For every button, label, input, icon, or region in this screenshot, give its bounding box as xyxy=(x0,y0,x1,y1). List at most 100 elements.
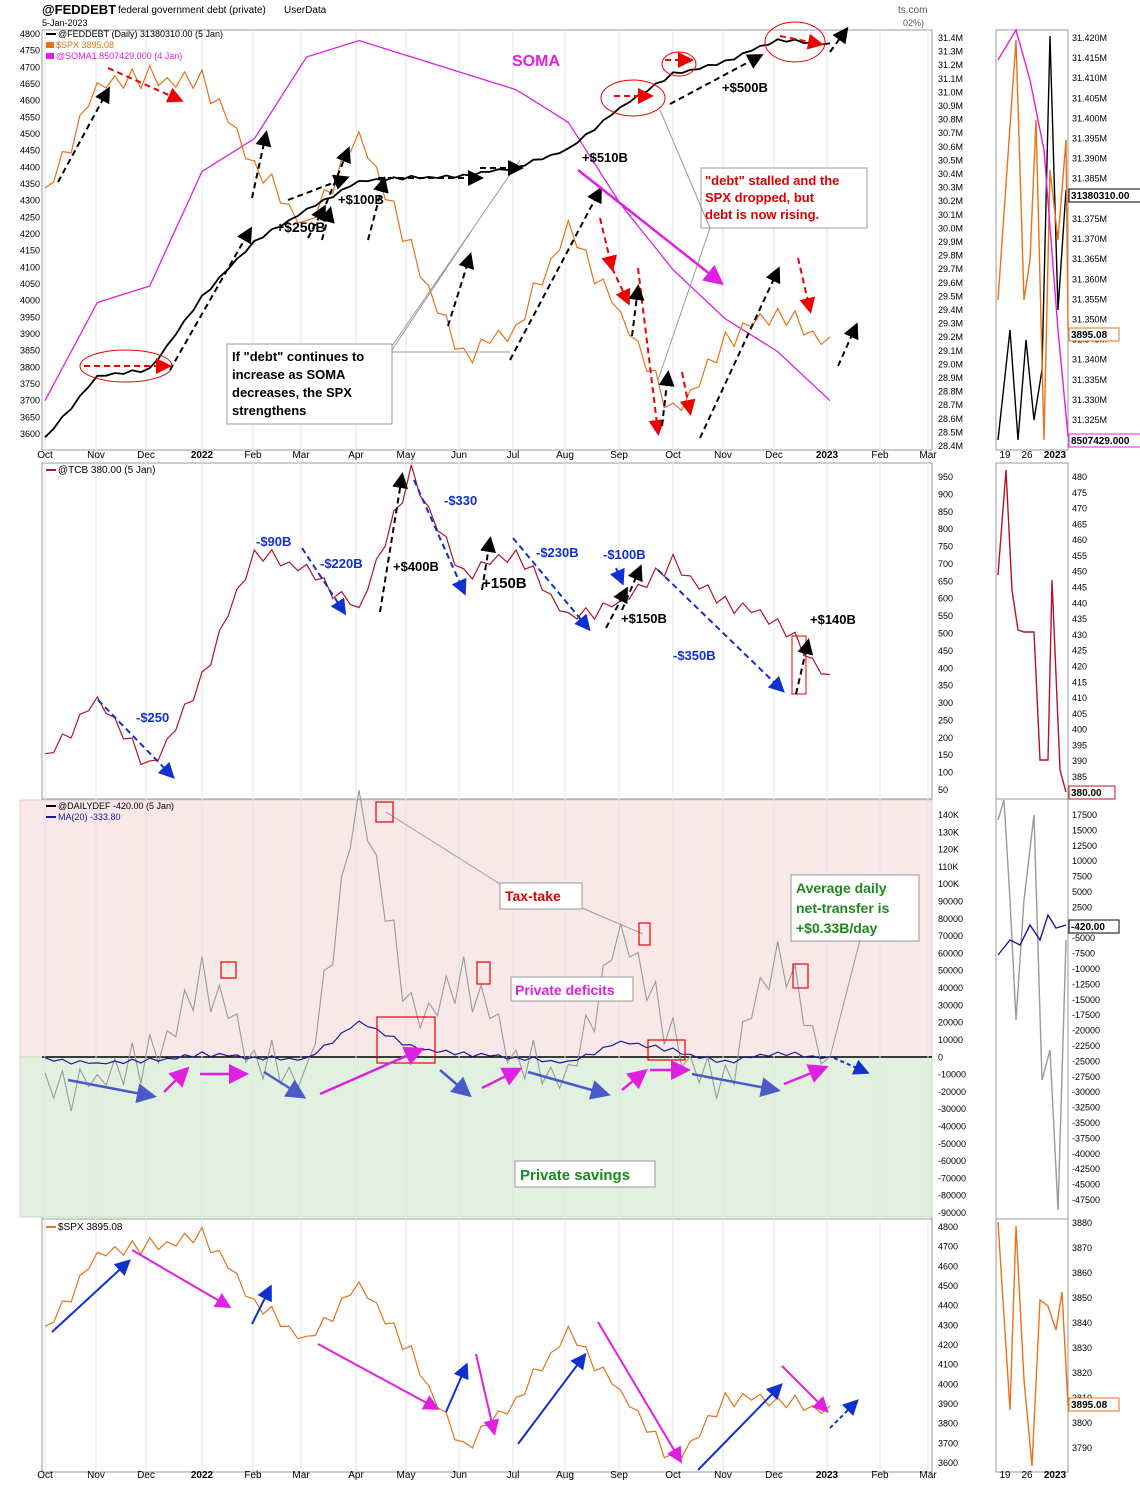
p2-side-tick: 435 xyxy=(1072,614,1087,624)
p3-side-tick: -22500 xyxy=(1072,1041,1100,1051)
p1-side-tick: 31.390M xyxy=(1072,154,1107,164)
p4-right-tick: 3900 xyxy=(938,1399,958,1409)
p3-side-tick: -40000 xyxy=(1072,1149,1100,1159)
p4-side-tick: 3840 xyxy=(1072,1318,1092,1328)
arrow-down xyxy=(597,1321,683,1464)
p1-right-tick: 31.4M xyxy=(938,33,963,43)
p1-side-tick: 31.405M xyxy=(1072,93,1107,103)
p1-left-tick: 3950 xyxy=(20,312,40,322)
p3-side-tick: -25000 xyxy=(1072,1056,1100,1066)
label-private-deficits: Private deficits xyxy=(515,982,615,998)
deficit-zone xyxy=(19,799,933,1058)
arrow-up xyxy=(319,1046,425,1096)
p3-right-tick: 110K xyxy=(938,862,958,872)
p3-right-tick: 130K xyxy=(938,827,959,837)
p4-side-tick: 3800 xyxy=(1072,1418,1092,1428)
p3-right-tick: 60000 xyxy=(938,948,963,958)
p3-right-tick: -50000 xyxy=(938,1139,966,1149)
p3-side-tick: -15000 xyxy=(1072,995,1100,1005)
p2-side-tick: 465 xyxy=(1072,519,1087,529)
p1-left-tick: 3650 xyxy=(20,412,40,422)
label-p150b: +$150B xyxy=(621,611,667,626)
arrow-up xyxy=(829,1399,859,1429)
p3-right-tick: -40000 xyxy=(938,1121,966,1131)
arrow-down xyxy=(781,1365,829,1413)
x-tick-label: Aug xyxy=(556,1470,574,1481)
x-tick-label: Aug xyxy=(556,450,574,461)
p1-side-tick: 31.365M xyxy=(1072,254,1107,264)
arrow-up xyxy=(307,204,326,239)
p3-right-tick: -80000 xyxy=(938,1191,966,1201)
x-tick-label: Dec xyxy=(765,1470,783,1481)
p4-right-tick: 3700 xyxy=(938,1438,958,1448)
side-x-tick-label: 26 xyxy=(1021,450,1033,461)
p4-side-tick: 3860 xyxy=(1072,1268,1092,1278)
p4-right-tick: 3800 xyxy=(938,1419,958,1429)
p1-right-tick: 31.0M xyxy=(938,87,963,97)
x-tick-label: May xyxy=(397,450,416,461)
x-tick-label: May xyxy=(397,1470,416,1481)
arrow-up xyxy=(57,86,110,183)
label-100b: +$100B xyxy=(338,192,384,207)
arrow-up xyxy=(699,266,781,439)
p3-side-tick: 15000 xyxy=(1072,825,1097,835)
p2-side-tick: 420 xyxy=(1072,661,1087,671)
p2-right-tick: 800 xyxy=(938,524,953,534)
p1-left-tick: 4700 xyxy=(20,62,40,72)
p1-annotations: SOMA +$250B +$100B +$510B +$500B If "deb… xyxy=(79,21,868,425)
p2-side-tick: 470 xyxy=(1072,504,1087,514)
p4-right-tick: 3600 xyxy=(938,1458,958,1468)
label-private-savings: Private savings xyxy=(520,1167,630,1184)
p3-side-tick: -47500 xyxy=(1072,1195,1100,1205)
arrow-right xyxy=(779,33,824,50)
p3-side-tick: -30000 xyxy=(1072,1087,1100,1097)
x-tick-label: Jun xyxy=(451,450,467,461)
x-tick-label: Mar xyxy=(292,450,310,461)
side-spx-p1 xyxy=(997,39,1069,441)
p2-side-tick: 460 xyxy=(1072,535,1087,545)
legend-spx: $SPX 3895.08 xyxy=(56,40,114,50)
p1-right-tick: 29.9M xyxy=(938,237,963,247)
p1-left-tick: 4550 xyxy=(20,112,40,122)
p2-side-tick: 385 xyxy=(1072,772,1087,782)
arrow-up xyxy=(445,1362,469,1413)
arrow-up xyxy=(697,1383,783,1471)
p1-right-tick: 30.7M xyxy=(938,128,963,138)
p4-right-tick: 4000 xyxy=(938,1379,958,1389)
label-taxtake: Tax-take xyxy=(505,888,561,904)
p1-right-tick: 29.7M xyxy=(938,264,963,274)
p2-right-tick: 600 xyxy=(938,594,953,604)
header-description: federal government debt (private) xyxy=(118,5,266,16)
p1-left-tick: 4100 xyxy=(20,262,40,272)
arrow-down xyxy=(413,479,467,596)
header-source: UserData xyxy=(284,5,327,16)
x-tick-label: Dec xyxy=(137,450,155,461)
p1-left-tick: 4500 xyxy=(20,129,40,139)
p1-right-tick: 30.2M xyxy=(938,196,963,206)
p1-left-tick: 4450 xyxy=(20,146,40,156)
p1-right-tick: 29.6M xyxy=(938,278,963,288)
axis-ticks: Oct Oct Nov Nov Dec Dec 2022 2022 Feb Feb Mar Mar Ap… xyxy=(20,29,1107,1481)
p1-right-tick: 30.1M xyxy=(938,210,963,220)
box2-line2: SPX dropped, but xyxy=(705,190,815,205)
p2-right-tick: 550 xyxy=(938,611,953,621)
p1-side-tick: 31.375M xyxy=(1072,214,1107,224)
p4-right-tick: 4300 xyxy=(938,1320,958,1330)
label-m100: -$100B xyxy=(603,547,646,562)
p1-right-tick: 31.2M xyxy=(938,60,963,70)
p3-side-tick: 5000 xyxy=(1072,887,1092,897)
p1-right-tick: 29.2M xyxy=(938,332,963,342)
p3-right-tick: 120K xyxy=(938,845,959,855)
avg-line3: +$0.33B/day xyxy=(796,920,878,936)
arrow-up xyxy=(163,1066,190,1093)
arrow-up xyxy=(517,1352,587,1445)
p1-right-tick: 29.8M xyxy=(938,251,963,261)
arrow-up xyxy=(481,1067,523,1090)
x-tick-label: 2023 xyxy=(816,450,839,461)
p3-side-tick: -32500 xyxy=(1072,1103,1100,1113)
legend-p1: @FEDDEBT (Daily) 31380310.00 (5 Jan) $SP… xyxy=(46,29,223,61)
x-tick-label: Jul xyxy=(507,450,520,461)
p2-right-tick: 900 xyxy=(938,489,953,499)
arrow-down xyxy=(599,217,617,272)
arrow-up xyxy=(251,130,272,199)
